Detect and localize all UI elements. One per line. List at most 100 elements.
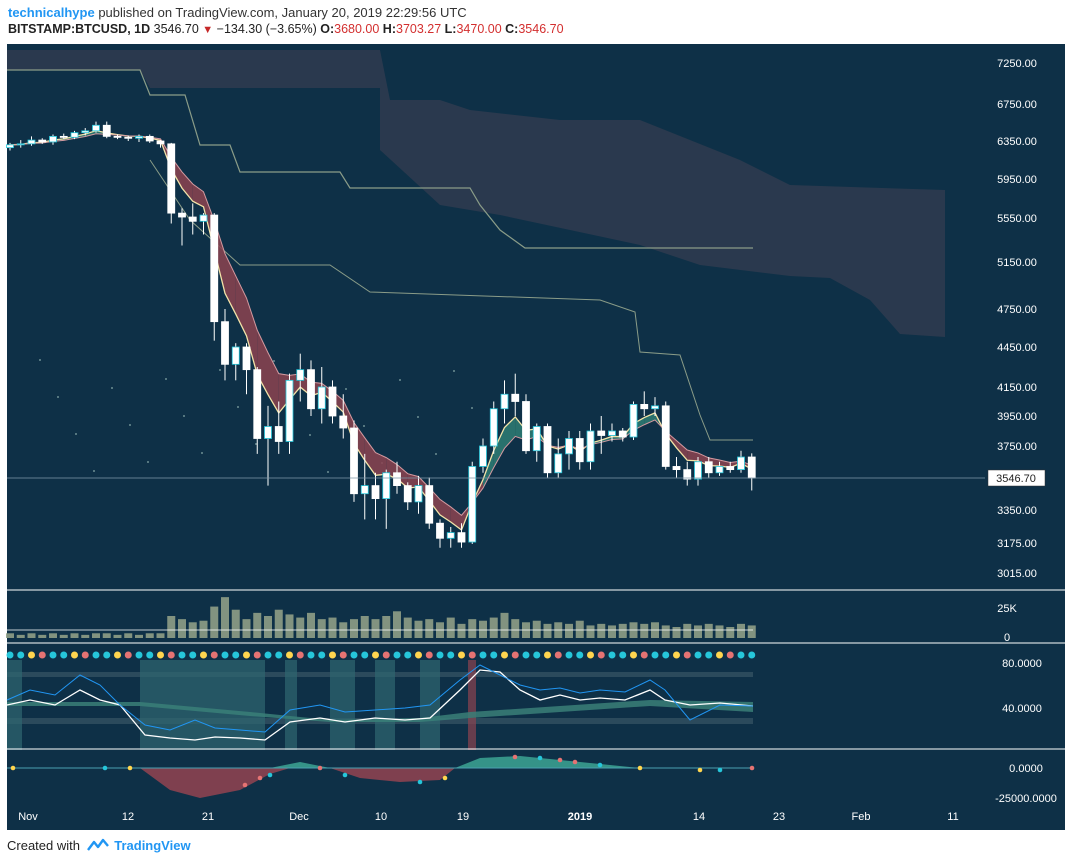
chikou-dot (75, 433, 77, 435)
signal-dot (425, 651, 433, 659)
volume-bar (393, 611, 401, 638)
momentum-dot (10, 765, 16, 771)
candle-down (575, 438, 584, 463)
author-link[interactable]: technicalhype (8, 5, 95, 20)
signal-dot (318, 651, 326, 659)
momentum-dot (257, 775, 263, 781)
signal-dot (587, 651, 594, 659)
signal-dot (726, 651, 734, 659)
last-price-tag (987, 469, 1046, 487)
signal-dot (92, 651, 100, 659)
candle-down (425, 485, 434, 524)
candle-down (274, 426, 283, 442)
price-tick-label: 3950.00 (997, 411, 1037, 423)
chikou-dot (309, 434, 311, 436)
volume-bar (726, 627, 735, 638)
osc-highlight (285, 660, 297, 750)
signal-dot (630, 651, 637, 659)
candle-up (608, 430, 616, 436)
signal-dot (60, 651, 68, 659)
signal-dot (124, 651, 132, 659)
chikou-dot (147, 461, 149, 463)
volume-bar (178, 619, 186, 638)
candle-up (446, 532, 455, 539)
symbol-label: BITSTAMP:BTCUSD, 1D (8, 22, 151, 36)
volume-bar (371, 619, 380, 638)
signal-dot (167, 651, 175, 659)
candles (6, 121, 756, 548)
volume-bar (694, 625, 702, 638)
candle-up (382, 472, 391, 500)
last-price-tag-text: 3546.70 (996, 473, 1036, 485)
signal-dot (544, 651, 551, 659)
candle-up (651, 405, 659, 410)
volume-bar (199, 620, 208, 638)
candle-up (16, 143, 25, 146)
ema-band (397, 464, 408, 488)
ema-band (235, 275, 247, 336)
chikou-dot (399, 379, 401, 381)
signal-dot (103, 651, 111, 659)
cloud-fill (7, 50, 945, 337)
candle-down (597, 430, 606, 436)
volume-bar (264, 616, 272, 638)
momentum-dot (572, 759, 578, 765)
candle-down (403, 485, 412, 503)
price-tick-label: 6350.00 (997, 136, 1037, 148)
signal-dot (210, 651, 218, 659)
candle-up (500, 393, 509, 410)
ema-band (504, 416, 516, 449)
signal-dot (296, 651, 304, 659)
momentum-dot (242, 782, 248, 788)
candle-down (436, 522, 444, 539)
candle-down (683, 469, 692, 480)
time-tick-label: 19 (457, 811, 469, 823)
low-value: 3470.00 (456, 22, 502, 36)
candle-down (672, 466, 681, 471)
volume-bar (328, 617, 337, 638)
candle-down (221, 321, 229, 365)
volume-bar (296, 617, 305, 638)
volume-bar (113, 634, 122, 638)
momentum-pos (455, 756, 640, 768)
open-label: O: (320, 22, 335, 36)
tradingview-brand[interactable]: TradingView (114, 838, 191, 853)
signal-dot (673, 651, 680, 659)
publish-info: technicalhype published on TradingView.c… (8, 5, 467, 20)
signal-dot (716, 651, 723, 659)
candle-down (704, 461, 713, 474)
signal-dot (243, 651, 250, 659)
signal-dot (307, 651, 315, 659)
ema-band (493, 427, 505, 468)
candle-down (242, 346, 251, 371)
volume-bar (6, 633, 14, 638)
volume-bar (317, 619, 326, 638)
chikou-dot (363, 425, 365, 427)
ema-band (450, 506, 462, 531)
signal-dot (372, 651, 379, 659)
volume-bar (532, 620, 541, 638)
volume-bar (737, 623, 745, 638)
ema-band (364, 437, 376, 476)
osc-highlight (330, 660, 355, 750)
price-axis: 3546.70 7250.00 6750.00 6350.00 5950.00 5550.… (7, 58, 1046, 580)
time-tick-label: 21 (202, 811, 214, 823)
volume-bar (403, 617, 412, 638)
signal-dot (458, 651, 465, 659)
osc-line-2 (6, 664, 754, 733)
momentum-dot (317, 765, 323, 771)
ema-band (182, 171, 193, 202)
chikou-dot (219, 369, 221, 371)
time-tick-label: Dec (289, 811, 309, 823)
volume-bar (618, 623, 627, 638)
candle-down (522, 401, 530, 452)
price-tick-label: 5950.00 (997, 174, 1037, 186)
price-tick-label: 3750.00 (997, 441, 1037, 453)
volume-bar (500, 612, 509, 638)
signal-dot (28, 651, 35, 659)
signal-dot (651, 651, 659, 659)
momentum-dot (537, 755, 543, 761)
candle-down (747, 456, 756, 479)
ema-band (644, 412, 655, 425)
